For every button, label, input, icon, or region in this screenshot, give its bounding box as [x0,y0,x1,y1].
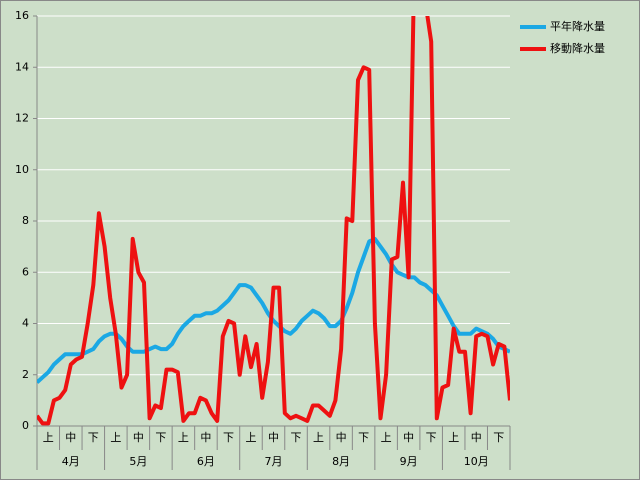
y-tick-label: 0 [22,419,29,432]
x-tick-label: 上 [43,431,54,444]
x-tick-label: 中 [403,431,414,444]
x-tick-label: 上 [110,431,121,444]
y-tick-label: 6 [22,265,29,278]
x-tick-label: 上 [178,431,189,444]
group-label: 8月 [332,455,350,468]
x-tick-label: 中 [200,431,211,444]
x-tick-label: 下 [223,431,234,444]
x-tick-label: 中 [471,431,482,444]
x-tick-label: 中 [336,431,347,444]
y-tick-label: 4 [22,317,29,330]
series-line [37,16,510,426]
x-tick-label: 下 [358,431,369,444]
y-tick-label: 16 [15,9,29,22]
x-tick-label: 中 [268,431,279,444]
x-tick-label: 上 [448,431,459,444]
x-tick-label: 中 [133,431,144,444]
x-tick-label: 中 [65,431,76,444]
y-tick-label: 12 [15,112,29,125]
group-label: 7月 [265,455,283,468]
group-label: 4月 [62,455,80,468]
x-tick-label: 下 [426,431,437,444]
y-tick-label: 10 [15,163,29,176]
group-label: 9月 [400,455,418,468]
x-tick-label: 下 [155,431,166,444]
y-tick-label: 14 [15,60,29,73]
x-tick-label: 下 [493,431,504,444]
legend-label: 平年降水量 [550,19,605,33]
group-label: 5月 [129,455,147,468]
legend-label: 移動降水量 [550,41,605,55]
y-tick-label: 2 [22,368,29,381]
y-tick-label: 8 [22,214,29,227]
plot-lines [37,16,510,426]
group-label: 6月 [197,455,215,468]
group-label: 10月 [464,455,489,468]
x-tick-label: 上 [245,431,256,444]
x-tick-label: 上 [381,431,392,444]
x-tick-label: 下 [88,431,99,444]
x-tick-label: 上 [313,431,324,444]
x-tick-label: 下 [291,431,302,444]
